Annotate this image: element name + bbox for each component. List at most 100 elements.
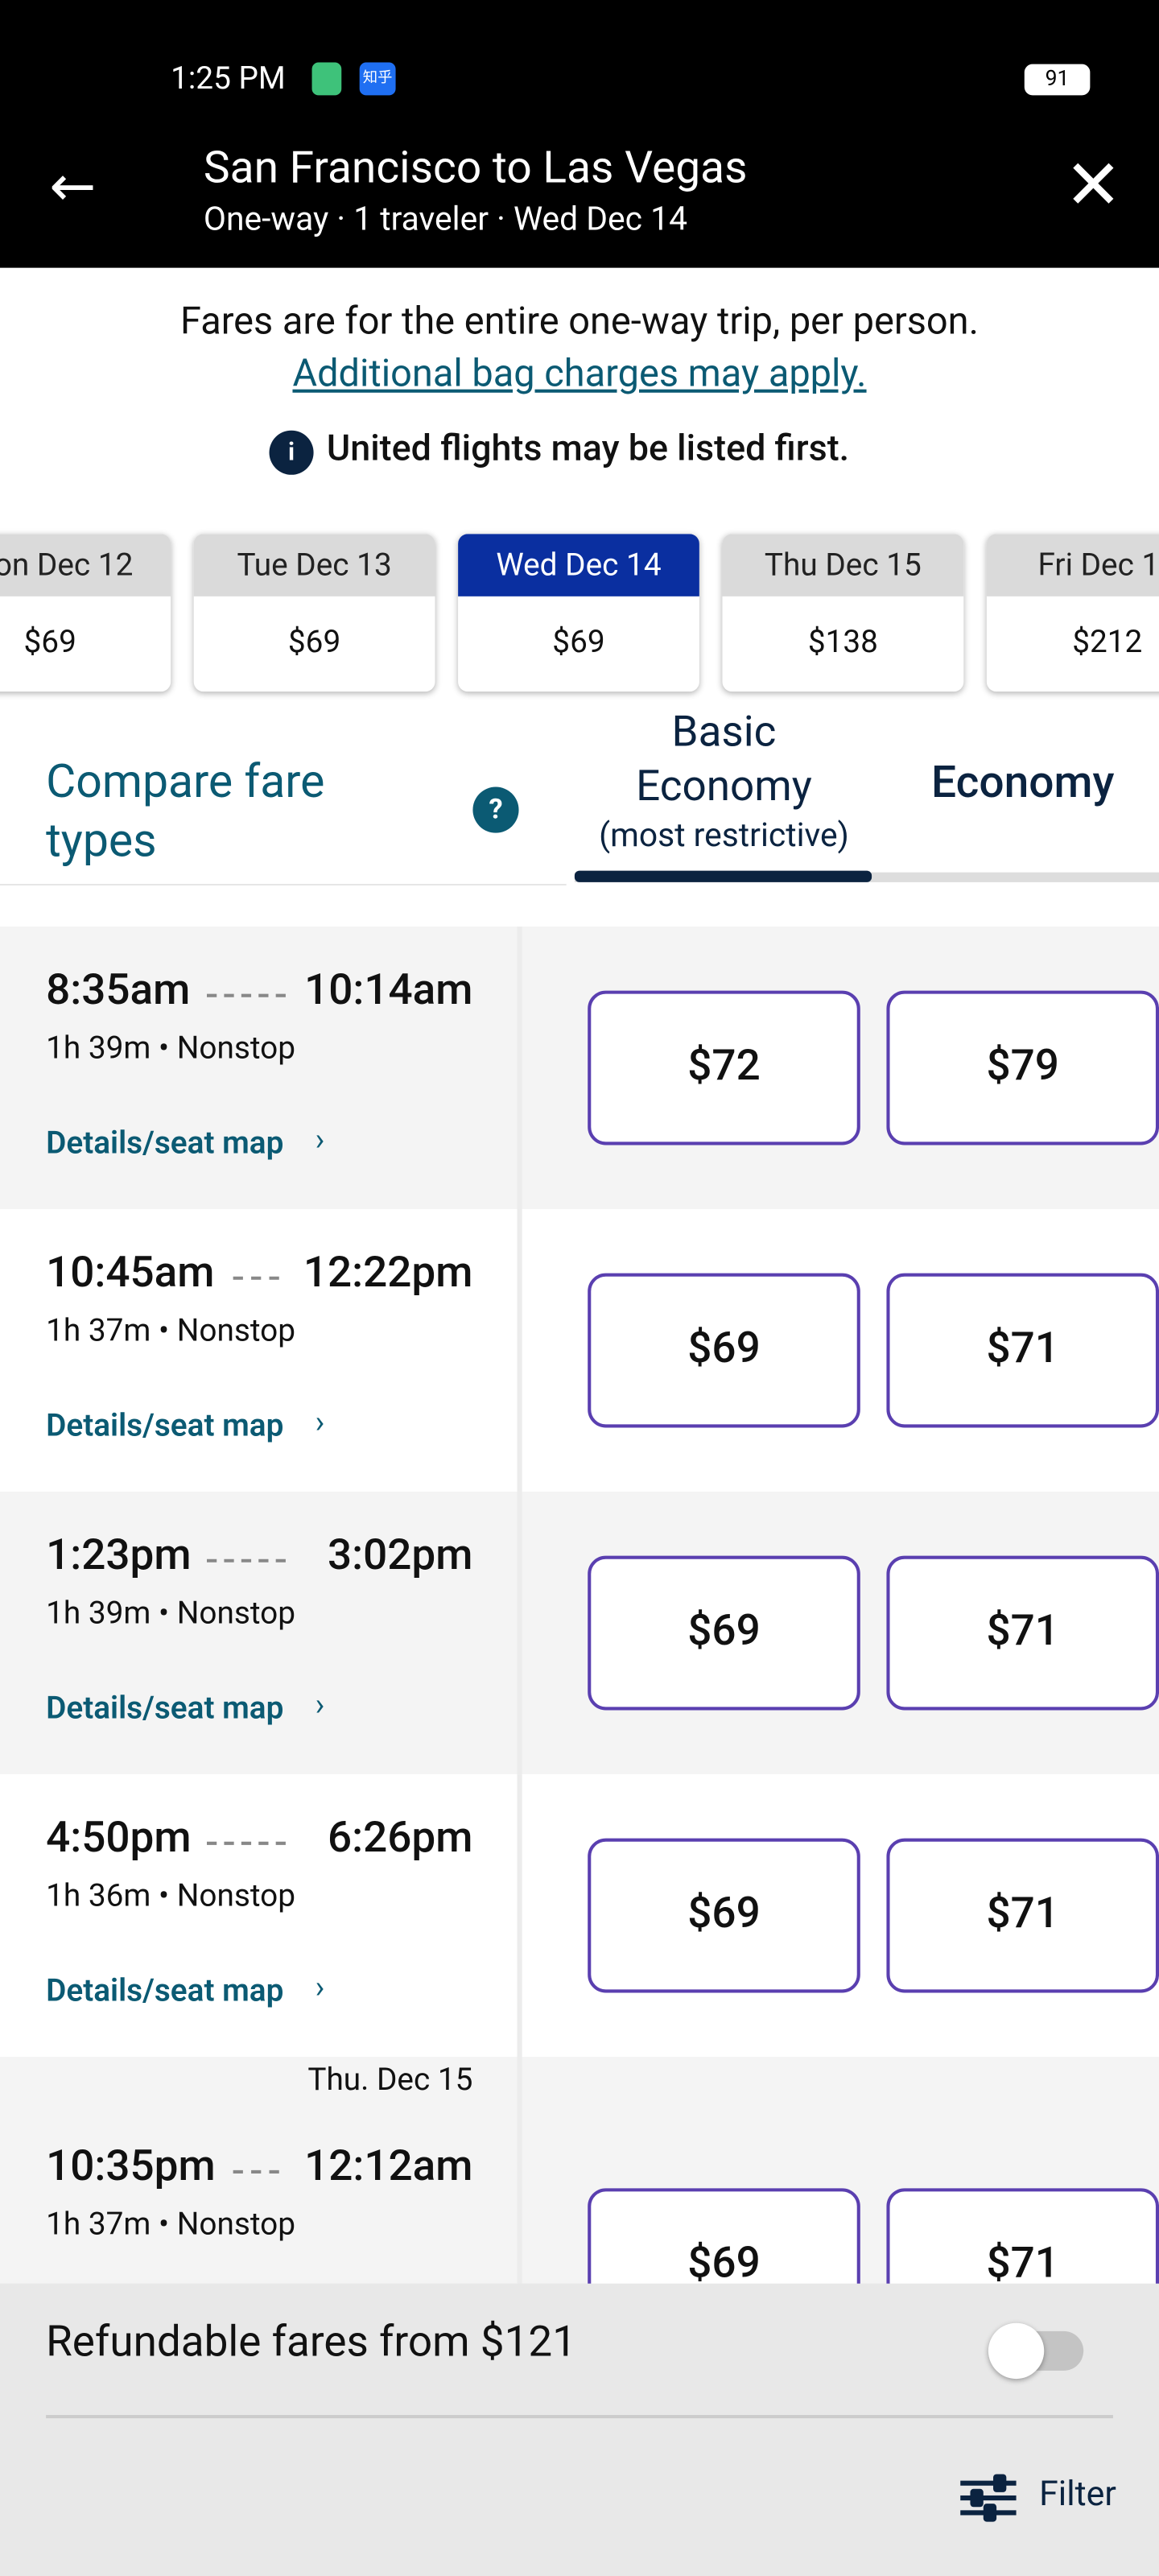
- duration: 1h 39m • Nonstop: [46, 1028, 296, 1067]
- bag-link[interactable]: Additional bag charges may apply.: [292, 351, 867, 396]
- date-card[interactable]: Fri Dec 16 $212: [986, 534, 1159, 692]
- close-button[interactable]: ✕: [1064, 146, 1123, 227]
- flight-row: 4:50pm 6:26pm 1h 36m • Nonstop Details/seat…: [0, 1774, 1159, 2058]
- filter-knob: [970, 2488, 984, 2508]
- date-note: Thu. Dec 15: [307, 2060, 473, 2099]
- depart-time: 4:50pm: [46, 1814, 192, 1864]
- date-price: $69: [23, 622, 76, 661]
- tab-note: (most restrictive): [599, 815, 849, 855]
- signal-icons: [742, 63, 1013, 96]
- details-link[interactable]: Details/seat map: [46, 1971, 284, 2009]
- chevron: ›: [315, 1120, 325, 1158]
- stops-text: Nonstop: [176, 1876, 296, 1914]
- notice-line: Fares are for the entire one-way trip, p…: [180, 299, 979, 344]
- arrive-time: 3:02pm: [328, 1531, 473, 1581]
- duration-text: 1h 37m: [46, 1311, 151, 1349]
- filter-knob: [993, 2474, 1007, 2492]
- separator: ·: [328, 198, 354, 238]
- depart-time: 10:45am: [46, 1249, 215, 1298]
- date-card[interactable]: Wed Dec 14 $69: [458, 534, 699, 692]
- app-icon: [311, 62, 342, 96]
- filter-bar: [960, 2480, 1017, 2486]
- stops-text: Nonstop: [176, 1593, 296, 1632]
- separator: ·: [489, 198, 514, 238]
- title: San Francisco to Las Vegas: [203, 141, 748, 194]
- fare-button[interactable]: $69: [588, 1838, 860, 1993]
- subtitle-part: 1 traveler: [353, 198, 489, 238]
- column-divider: [517, 1209, 522, 1492]
- arrive-time: 10:14am: [304, 965, 473, 1016]
- duration: 1h 37m • Nonstop: [46, 1311, 296, 1349]
- duration: 1h 37m • Nonstop: [46, 2204, 296, 2243]
- tab-basic[interactable]: Basic Economy: [636, 708, 812, 812]
- date-card[interactable]: Tue Dec 13 $69: [193, 534, 435, 692]
- divider: [0, 883, 567, 886]
- info-icon: i: [269, 430, 314, 475]
- date-price: $69: [287, 622, 341, 661]
- battery: 91: [1024, 64, 1091, 96]
- date-label: Thu Dec 15: [722, 534, 964, 597]
- duration-text: 1h 39m: [46, 1593, 151, 1632]
- depart-time: 1:23pm: [46, 1531, 192, 1581]
- depart-time: 8:35am: [46, 965, 191, 1016]
- chevron: ›: [315, 1967, 325, 2006]
- date-label: Mon Dec 12: [0, 534, 171, 597]
- fare-button[interactable]: $72: [588, 990, 860, 1146]
- toggle-knob: [988, 2322, 1045, 2380]
- filter-knob: [983, 2504, 997, 2522]
- info-text: United flights may be listed first.: [326, 428, 850, 470]
- date-price: $212: [1072, 622, 1143, 661]
- footer-divider: [46, 2414, 1113, 2419]
- subtitle-part: One-way: [203, 198, 329, 238]
- date-label: Tue Dec 13: [193, 534, 435, 597]
- filter-bar: [960, 2495, 1017, 2501]
- arrive-time: 12:12am: [304, 2142, 473, 2192]
- fare-button[interactable]: $71: [886, 1838, 1159, 1993]
- fare-button[interactable]: $69: [588, 1555, 860, 1711]
- duration-text: 1h 39m: [46, 1028, 151, 1067]
- status-time: 1:25 PM: [171, 59, 286, 97]
- subtitle-part: Wed Dec 14: [513, 198, 688, 238]
- duration: 1h 36m • Nonstop: [46, 1876, 296, 1914]
- date-label: Wed Dec 14: [458, 534, 699, 597]
- dash-line: [207, 1558, 286, 1563]
- footer: [0, 2283, 1159, 2576]
- tab-indicator: [574, 870, 872, 882]
- filter-icon[interactable]: [960, 2472, 1017, 2522]
- date-price: $69: [552, 622, 605, 661]
- help-icon[interactable]: ?: [472, 786, 519, 833]
- stops-text: Nonstop: [176, 1311, 296, 1349]
- date-card[interactable]: Mon Dec 12 $69: [0, 534, 171, 692]
- refundable-text: Refundable fares from $121: [46, 2318, 577, 2368]
- column-divider: [517, 1774, 522, 2058]
- dash-line: [233, 1276, 279, 1280]
- date-price: $138: [807, 622, 878, 661]
- refundable-toggle[interactable]: [988, 2322, 1084, 2380]
- fare-button[interactable]: $71: [886, 1273, 1159, 1428]
- stops-text: Nonstop: [176, 2204, 296, 2243]
- fare-button[interactable]: $69: [588, 1273, 860, 1428]
- tab-economy[interactable]: Economy: [930, 755, 1115, 809]
- date-label: Fri Dec 16: [986, 534, 1159, 597]
- arrive-time: 6:26pm: [328, 1814, 473, 1864]
- flight-row: 10:45am 12:22pm 1h 37m • Nonstop Details/se…: [0, 1209, 1159, 1492]
- filter-label[interactable]: Filter: [1039, 2475, 1116, 2516]
- back-button[interactable]: ←: [49, 154, 97, 221]
- details-link[interactable]: Details/seat map: [46, 1688, 284, 1727]
- compare-label: Compare fare types: [46, 753, 325, 868]
- details-link[interactable]: Details/seat map: [46, 1406, 284, 1444]
- details-link[interactable]: Details/seat map: [46, 1123, 284, 1162]
- duration-text: 1h 37m: [46, 2204, 151, 2243]
- dash-line: [207, 1841, 286, 1845]
- dash-line: [207, 993, 286, 997]
- flight-row: 1:23pm 3:02pm 1h 39m • Nonstop Details/seat…: [0, 1492, 1159, 1775]
- arrive-time: 12:22pm: [303, 1249, 473, 1298]
- top-bar: [0, 0, 1159, 268]
- depart-time: 10:35pm: [46, 2142, 216, 2192]
- date-card[interactable]: Thu Dec 15 $138: [722, 534, 964, 692]
- fare-button[interactable]: $71: [886, 1555, 1159, 1711]
- fare-button[interactable]: $79: [886, 990, 1159, 1146]
- column-divider: [517, 927, 522, 1210]
